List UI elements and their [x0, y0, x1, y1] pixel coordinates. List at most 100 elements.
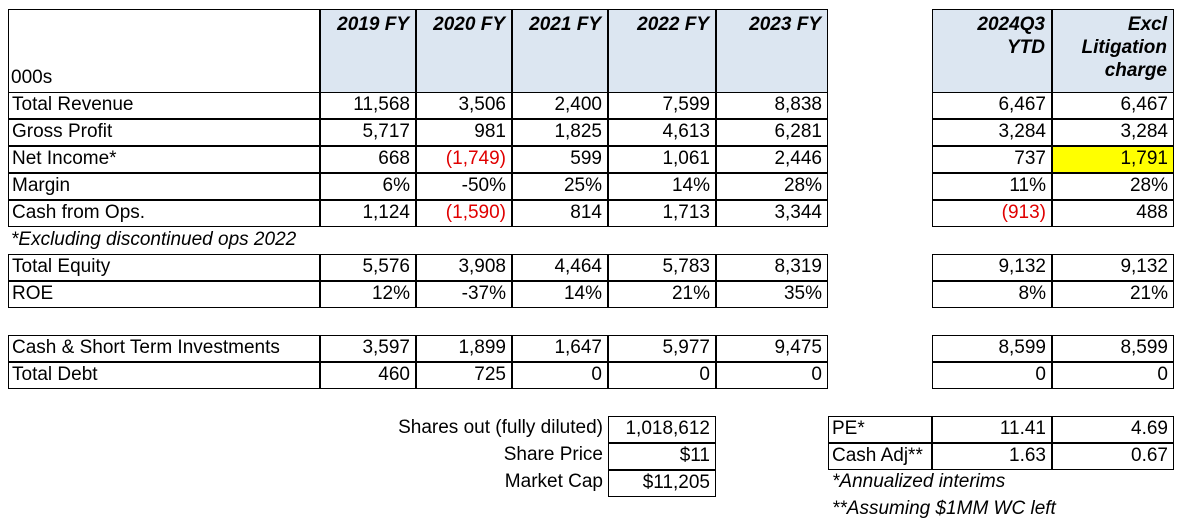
- row-label: Cash & Short Term Investments: [8, 335, 320, 362]
- header-2019-fy: 2019 FY: [320, 9, 416, 93]
- value-cell: 6,281: [716, 119, 828, 146]
- value-cell: 814: [512, 200, 608, 227]
- value-cell: 4,464: [512, 254, 608, 281]
- footnote-discontinued: *Excluding discontinued ops 2022: [11, 229, 297, 250]
- note-line: **Assuming $1MM WC left: [832, 498, 1056, 519]
- excl-value-cell: 1,791: [1052, 146, 1174, 173]
- value-cell: 725: [416, 362, 512, 389]
- row-label: Total Debt: [8, 362, 320, 389]
- row-label: Margin: [8, 173, 320, 200]
- value-cell: -37%: [416, 281, 512, 308]
- header-ytd-line: YTD: [1007, 37, 1045, 58]
- value-cell: 14%: [608, 173, 716, 200]
- value-cell: 7,599: [608, 92, 716, 119]
- valuation-value: $11: [608, 443, 716, 470]
- value-cell: 12%: [320, 281, 416, 308]
- value-cell: 3,506: [416, 92, 512, 119]
- ratio-excl: 4.69: [1052, 416, 1174, 443]
- header-excl-litigation-charge: Excl Litigation charge: [1052, 9, 1174, 93]
- header-excl-line: Excl: [1127, 14, 1167, 35]
- row-label: ROE: [8, 281, 320, 308]
- value-cell: (1,590): [416, 200, 512, 227]
- value-cell: 8,838: [716, 92, 828, 119]
- value-cell: 668: [320, 146, 416, 173]
- value-cell: 5,977: [608, 335, 716, 362]
- value-cell: 0: [608, 362, 716, 389]
- excl-value-cell: 0: [1052, 362, 1174, 389]
- header-2021-fy: 2021 FY: [512, 9, 608, 93]
- value-cell: 0: [512, 362, 608, 389]
- ytd-value-cell: 11%: [932, 173, 1052, 200]
- value-cell: 0: [716, 362, 828, 389]
- excl-value-cell: 6,467: [1052, 92, 1174, 119]
- header-ytd-line: 2024Q3: [977, 14, 1045, 35]
- value-cell: 5,717: [320, 119, 416, 146]
- ytd-value-cell: (913): [932, 200, 1052, 227]
- header-excl-line: charge: [1104, 60, 1167, 81]
- value-cell: 8,319: [716, 254, 828, 281]
- ytd-value-cell: 0: [932, 362, 1052, 389]
- excl-value-cell: 3,284: [1052, 119, 1174, 146]
- valuation-label: Market Cap: [504, 471, 603, 492]
- value-cell: 1,124: [320, 200, 416, 227]
- value-cell: 9,475: [716, 335, 828, 362]
- row-label: Total Equity: [8, 254, 320, 281]
- ytd-value-cell: 737: [932, 146, 1052, 173]
- excl-value-cell: 28%: [1052, 173, 1174, 200]
- ratio-label: Cash Adj**: [828, 443, 932, 470]
- value-cell: 25%: [512, 173, 608, 200]
- header-2020-fy: 2020 FY: [416, 9, 512, 93]
- units-label: 000s: [11, 67, 53, 88]
- ytd-value-cell: 6,467: [932, 92, 1052, 119]
- value-cell: 5,783: [608, 254, 716, 281]
- value-cell: 6%: [320, 173, 416, 200]
- value-cell: 2,400: [512, 92, 608, 119]
- value-cell: 35%: [716, 281, 828, 308]
- ratio-ytd: 1.63: [932, 443, 1052, 470]
- value-cell: -50%: [416, 173, 512, 200]
- value-cell: 3,908: [416, 254, 512, 281]
- ratio-label: PE*: [828, 416, 932, 443]
- note-line: *Annualized interims: [832, 471, 1006, 492]
- ytd-value-cell: 8%: [932, 281, 1052, 308]
- value-cell: 4,613: [608, 119, 716, 146]
- excl-value-cell: 8,599: [1052, 335, 1174, 362]
- header-2023-fy: 2023 FY: [716, 9, 828, 93]
- row-label: Total Revenue: [8, 92, 320, 119]
- excl-value-cell: 488: [1052, 200, 1174, 227]
- excl-value-cell: 9,132: [1052, 254, 1174, 281]
- ratio-ytd: 11.41: [932, 416, 1052, 443]
- header-2024q3-ytd: 2024Q3 YTD: [932, 9, 1052, 93]
- valuation-value: $11,205: [608, 470, 716, 497]
- value-cell: 5,576: [320, 254, 416, 281]
- valuation-label: Shares out (fully diluted): [398, 417, 603, 438]
- value-cell: 3,344: [716, 200, 828, 227]
- value-cell: 21%: [608, 281, 716, 308]
- row-label: Net Income*: [8, 146, 320, 173]
- ytd-value-cell: 9,132: [932, 254, 1052, 281]
- value-cell: 14%: [512, 281, 608, 308]
- header-2022-fy: 2022 FY: [608, 9, 716, 93]
- value-cell: 1,061: [608, 146, 716, 173]
- row-label: Cash from Ops.: [8, 200, 320, 227]
- value-cell: 981: [416, 119, 512, 146]
- value-cell: 1,647: [512, 335, 608, 362]
- value-cell: 1,713: [608, 200, 716, 227]
- valuation-value: 1,018,612: [608, 416, 716, 443]
- value-cell: 28%: [716, 173, 828, 200]
- ytd-value-cell: 8,599: [932, 335, 1052, 362]
- row-label: Gross Profit: [8, 119, 320, 146]
- value-cell: 599: [512, 146, 608, 173]
- value-cell: 460: [320, 362, 416, 389]
- ratio-excl: 0.67: [1052, 443, 1174, 470]
- header-excl-line: Litigation: [1081, 37, 1167, 58]
- value-cell: 3,597: [320, 335, 416, 362]
- valuation-label: Share Price: [503, 444, 603, 465]
- value-cell: 1,899: [416, 335, 512, 362]
- value-cell: 1,825: [512, 119, 608, 146]
- value-cell: 2,446: [716, 146, 828, 173]
- value-cell: 11,568: [320, 92, 416, 119]
- ytd-value-cell: 3,284: [932, 119, 1052, 146]
- excl-value-cell: 21%: [1052, 281, 1174, 308]
- value-cell: (1,749): [416, 146, 512, 173]
